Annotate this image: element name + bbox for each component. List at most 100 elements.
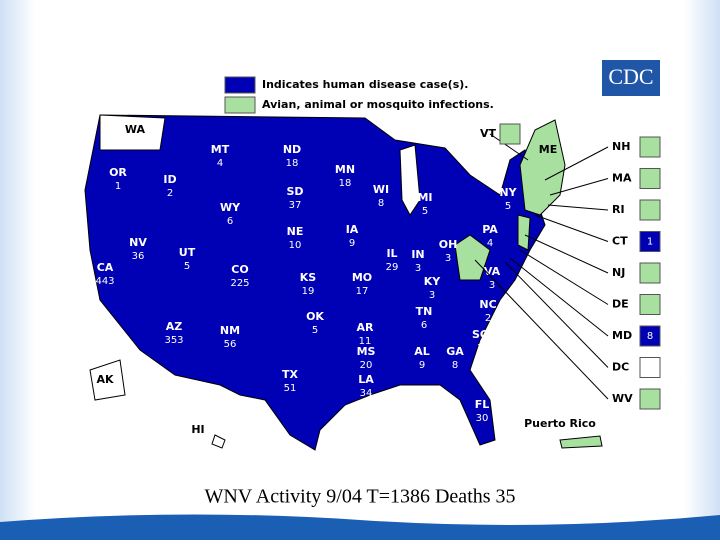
callout-box [639, 168, 661, 189]
callout-abbr: WV [612, 392, 633, 405]
state-count: 17 [356, 286, 369, 297]
callout-count: 8 [647, 331, 653, 342]
state-count: 5 [184, 261, 190, 272]
hawaii [211, 434, 226, 449]
callout-line [534, 214, 609, 242]
state-count: 10 [289, 240, 302, 251]
callout-box [639, 262, 661, 284]
state-count: 2 [485, 313, 491, 324]
callout-line [504, 261, 609, 368]
state-count: 37 [289, 200, 302, 211]
state-abbr: TN [416, 305, 433, 318]
state-count: 34 [360, 388, 373, 399]
state-count: 8 [452, 360, 458, 371]
conus [84, 114, 546, 451]
callout-line [524, 234, 609, 274]
state-abbr: OK [306, 310, 324, 323]
state-count: 3 [429, 290, 435, 301]
state-abbr: KS [300, 271, 317, 284]
alaska [89, 359, 126, 401]
state-abbr: WI [373, 183, 389, 196]
state-count: 11 [359, 336, 372, 347]
callout-box [639, 325, 661, 347]
legend-label: Avian, animal or mosquito infections. [262, 98, 494, 111]
state-abbr: AZ [166, 320, 183, 333]
callout-line [549, 178, 609, 196]
state-count: 56 [224, 339, 237, 350]
callout-abbr: NJ [612, 266, 625, 279]
us-map [84, 114, 603, 451]
state-abbr: SD [286, 185, 303, 198]
state-abbr: LA [358, 373, 374, 386]
state-count: 3 [415, 263, 421, 274]
state-abbr: HI [191, 423, 204, 436]
state-abbr: ME [539, 143, 557, 156]
callout-abbr: CT [612, 235, 628, 248]
state-count: 1 [477, 343, 483, 354]
callout-line [519, 249, 609, 305]
callout-line [544, 146, 609, 181]
state-count: 443 [95, 276, 114, 287]
state-abbr: FL [475, 398, 490, 411]
state-abbr: NE [287, 225, 304, 238]
state-count: 19 [302, 286, 315, 297]
callout-abbr: VT [480, 127, 497, 140]
callout-line [509, 257, 609, 337]
state-count: 36 [132, 251, 145, 262]
state-abbr: UT [179, 246, 196, 259]
caption: WNV Activity 9/04 T=1386 Deaths 35 [204, 486, 515, 508]
state-count: 5 [505, 201, 511, 212]
callout-abbr: DC [612, 361, 629, 374]
state-count: 5 [422, 206, 428, 217]
callout-abbr: MA [612, 172, 632, 185]
callout-abbr: DE [612, 298, 629, 311]
state-count: 225 [230, 278, 249, 289]
state-count: 2 [167, 188, 173, 199]
state-count: 9 [349, 238, 355, 249]
state-count: 18 [339, 178, 352, 189]
state-abbr: WA [125, 123, 146, 136]
legend-label: Indicates human disease case(s). [262, 78, 468, 91]
state-abbr: AK [96, 373, 114, 386]
state-count: 3 [489, 280, 495, 291]
state-count: 9 [419, 360, 425, 371]
callout-box [639, 357, 661, 378]
callout-box [639, 231, 661, 252]
state-abbr: NM [220, 324, 240, 337]
state-count: 353 [164, 335, 183, 346]
new-jersey [517, 214, 531, 251]
state-abbr: GA [446, 345, 464, 358]
state-count: 29 [386, 262, 399, 273]
callout-box [639, 199, 661, 221]
state-abbr: PA [482, 223, 498, 236]
callout-abbr: NH [612, 140, 630, 153]
state-abbr: OR [109, 166, 127, 179]
state-abbr: IL [386, 247, 397, 260]
state-count: 3 [445, 253, 451, 264]
callout-line [489, 133, 529, 161]
state-count: 4 [487, 238, 493, 249]
state-abbr: CO [231, 263, 248, 276]
state-count: 1 [115, 181, 121, 192]
logo: CDC [608, 64, 653, 89]
state-count: 5 [312, 325, 318, 336]
state-count: 20 [360, 360, 373, 371]
callout-box [499, 123, 521, 145]
state-abbr: KY [424, 275, 442, 288]
state-abbr: MS [357, 345, 376, 358]
state-count: 30 [476, 413, 489, 424]
state-abbr: MT [211, 143, 230, 156]
state-abbr: Puerto Rico [524, 417, 596, 430]
state-abbr: MI [417, 191, 432, 204]
state-abbr: CA [97, 261, 114, 274]
callout-line [547, 204, 609, 211]
state-abbr: MO [352, 271, 372, 284]
footer-wave [0, 514, 720, 540]
state-abbr: OH [439, 238, 458, 251]
state-abbr: WY [220, 201, 241, 214]
callout-box [639, 136, 661, 158]
state-abbr: ID [163, 173, 176, 186]
callout-abbr: MD [612, 329, 632, 342]
state-abbr: AR [357, 321, 375, 334]
